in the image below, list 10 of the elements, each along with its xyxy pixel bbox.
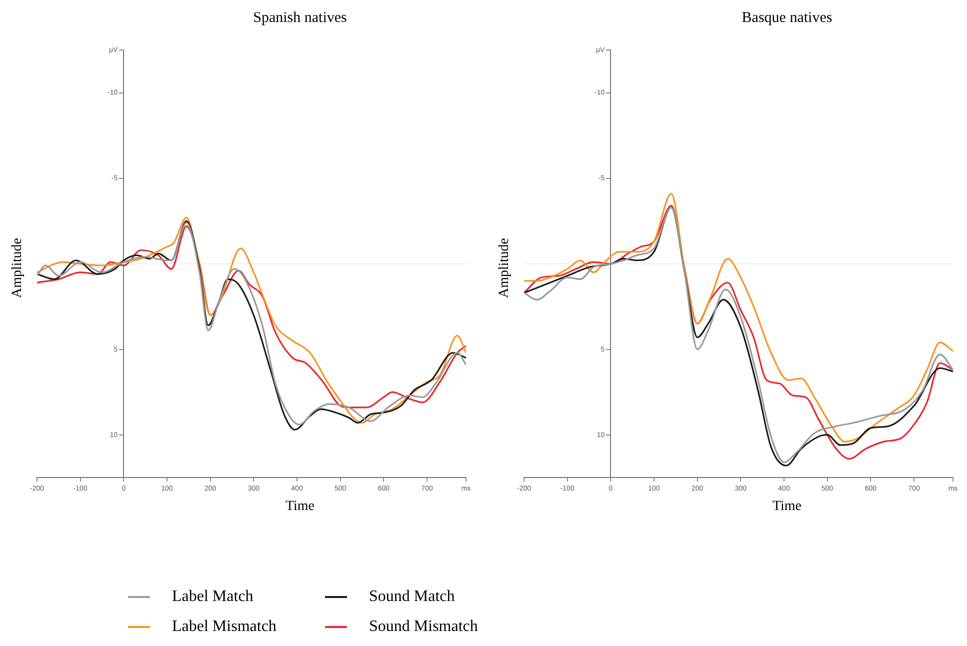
- legend-label: Sound Mismatch: [369, 618, 478, 636]
- x-axis-title: Time: [284, 499, 316, 515]
- y-axis-title: Amplitude: [497, 237, 513, 300]
- legend-label: Label Match: [172, 588, 254, 606]
- legend-label: Label Mismatch: [172, 618, 276, 636]
- x-axis-title: Time: [771, 499, 803, 515]
- chart-title: Spanish natives: [252, 10, 348, 27]
- y-axis-title: Amplitude: [10, 237, 26, 300]
- chart-title: Basque natives: [740, 10, 834, 27]
- legend-label: Sound Match: [369, 588, 455, 606]
